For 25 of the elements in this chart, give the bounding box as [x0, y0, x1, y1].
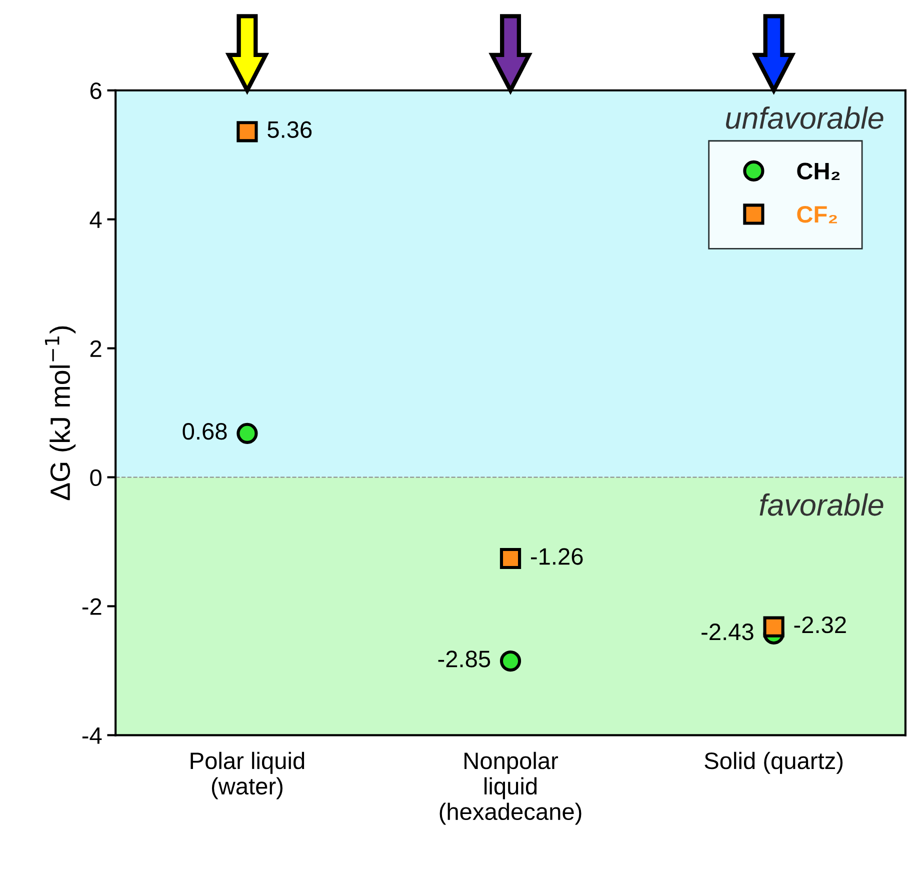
y-axis-title: ΔG (kJ mol$^{−1}$)	[44, 326, 76, 500]
legend-label: CF₂	[797, 206, 837, 224]
band-label: favorable	[760, 493, 884, 516]
data-label: -2.85	[438, 650, 490, 668]
point	[500, 650, 522, 672]
x-tick-label: Nonpolar liquid (hexadecane)	[440, 752, 582, 825]
y-tick-label: -2	[82, 598, 102, 615]
x-tick-label: Polar liquid (water)	[190, 752, 304, 800]
data-label: 0.68	[182, 423, 227, 440]
legend-label: CH₂	[797, 162, 840, 180]
point	[500, 548, 522, 570]
y-tick-label: 6	[90, 82, 102, 100]
y-tick-label: -4	[82, 727, 102, 744]
point	[236, 422, 258, 444]
data-label: -1.26	[531, 548, 583, 565]
point	[763, 616, 784, 638]
band-label: unfavorable	[726, 106, 884, 129]
point	[236, 121, 258, 142]
x-tick-label: Solid (quartz)	[704, 752, 843, 774]
y-tick-label: 0	[90, 469, 102, 486]
data-label: 5.36	[268, 121, 312, 138]
data-label: -2.32	[794, 616, 846, 634]
data-label: -2.43	[702, 624, 754, 640]
y-tick-label: 2	[90, 340, 102, 357]
y-tick-label: 4	[90, 212, 102, 228]
